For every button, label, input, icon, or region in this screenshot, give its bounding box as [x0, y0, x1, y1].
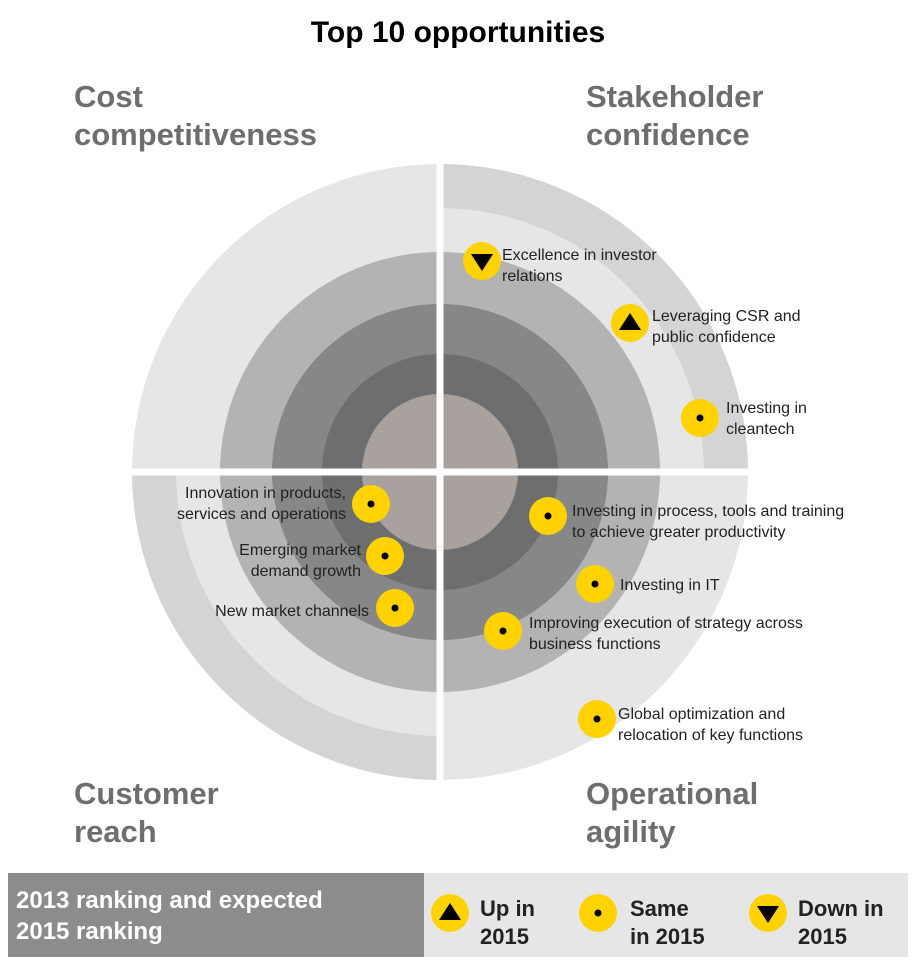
opportunity-label-new-market-channels: New market channels	[215, 603, 369, 620]
quadrant-label-operational-agility: Operational agility	[586, 776, 759, 849]
legend-item-same: Same in 2015	[630, 896, 705, 949]
quadrant-label-customer-reach: Customer reach	[74, 776, 219, 849]
opportunity-label-csr: Leveraging CSR and public confidence	[652, 308, 801, 346]
opportunity-label-cleantech: Investing in cleantech	[726, 400, 807, 438]
opportunity-marker-same	[529, 497, 567, 535]
legend-heading-box: 2013 ranking and expected 2015 ranking	[8, 873, 424, 957]
opportunity-label-execution-strategy: Improving execution of strategy across b…	[529, 615, 803, 653]
opportunity-marker-same	[681, 399, 719, 437]
dot-icon	[579, 894, 617, 932]
opportunity-label-global-optimization: Global optimization and relocation of ke…	[618, 706, 803, 744]
up-triangle-icon	[431, 894, 469, 932]
legend-heading: 2013 ranking and expected 2015 ranking	[16, 887, 323, 945]
legend-items-box: Up in 2015 Same in 2015 Down in 2015	[424, 873, 908, 957]
opportunity-marker-down	[463, 242, 501, 280]
quadrant-label-cost-competitiveness: Cost competitiveness	[74, 79, 317, 152]
opportunity-label-investor-relations: Excellence in investor relations	[502, 247, 657, 285]
down-triangle-icon	[749, 894, 787, 932]
quadrant-dividers	[120, 152, 760, 792]
opportunity-marker-same	[578, 700, 616, 738]
opportunity-marker-up	[611, 304, 649, 342]
quadrant-label-stakeholder-confidence: Stakeholder confidence	[586, 79, 764, 152]
opportunity-marker-same	[376, 589, 414, 627]
opportunity-label-investing-it: Investing in IT	[620, 577, 720, 594]
legend-item-up: Up in 2015	[480, 896, 535, 949]
opportunity-marker-same	[576, 565, 614, 603]
opportunity-marker-same	[484, 612, 522, 650]
opportunity-marker-same	[366, 537, 404, 575]
opportunity-markers	[352, 242, 719, 738]
opportunity-label-emerging-market: Emerging market demand growth	[239, 542, 361, 580]
page-title: Top 10 opportunities	[310, 16, 606, 49]
opportunity-label-innovation: Innovation in products, services and ope…	[177, 485, 346, 523]
opportunity-marker-same	[352, 485, 390, 523]
opportunity-label-process-tools: Investing in process, tools and training…	[572, 503, 845, 541]
legend-item-down: Down in 2015	[798, 896, 884, 949]
